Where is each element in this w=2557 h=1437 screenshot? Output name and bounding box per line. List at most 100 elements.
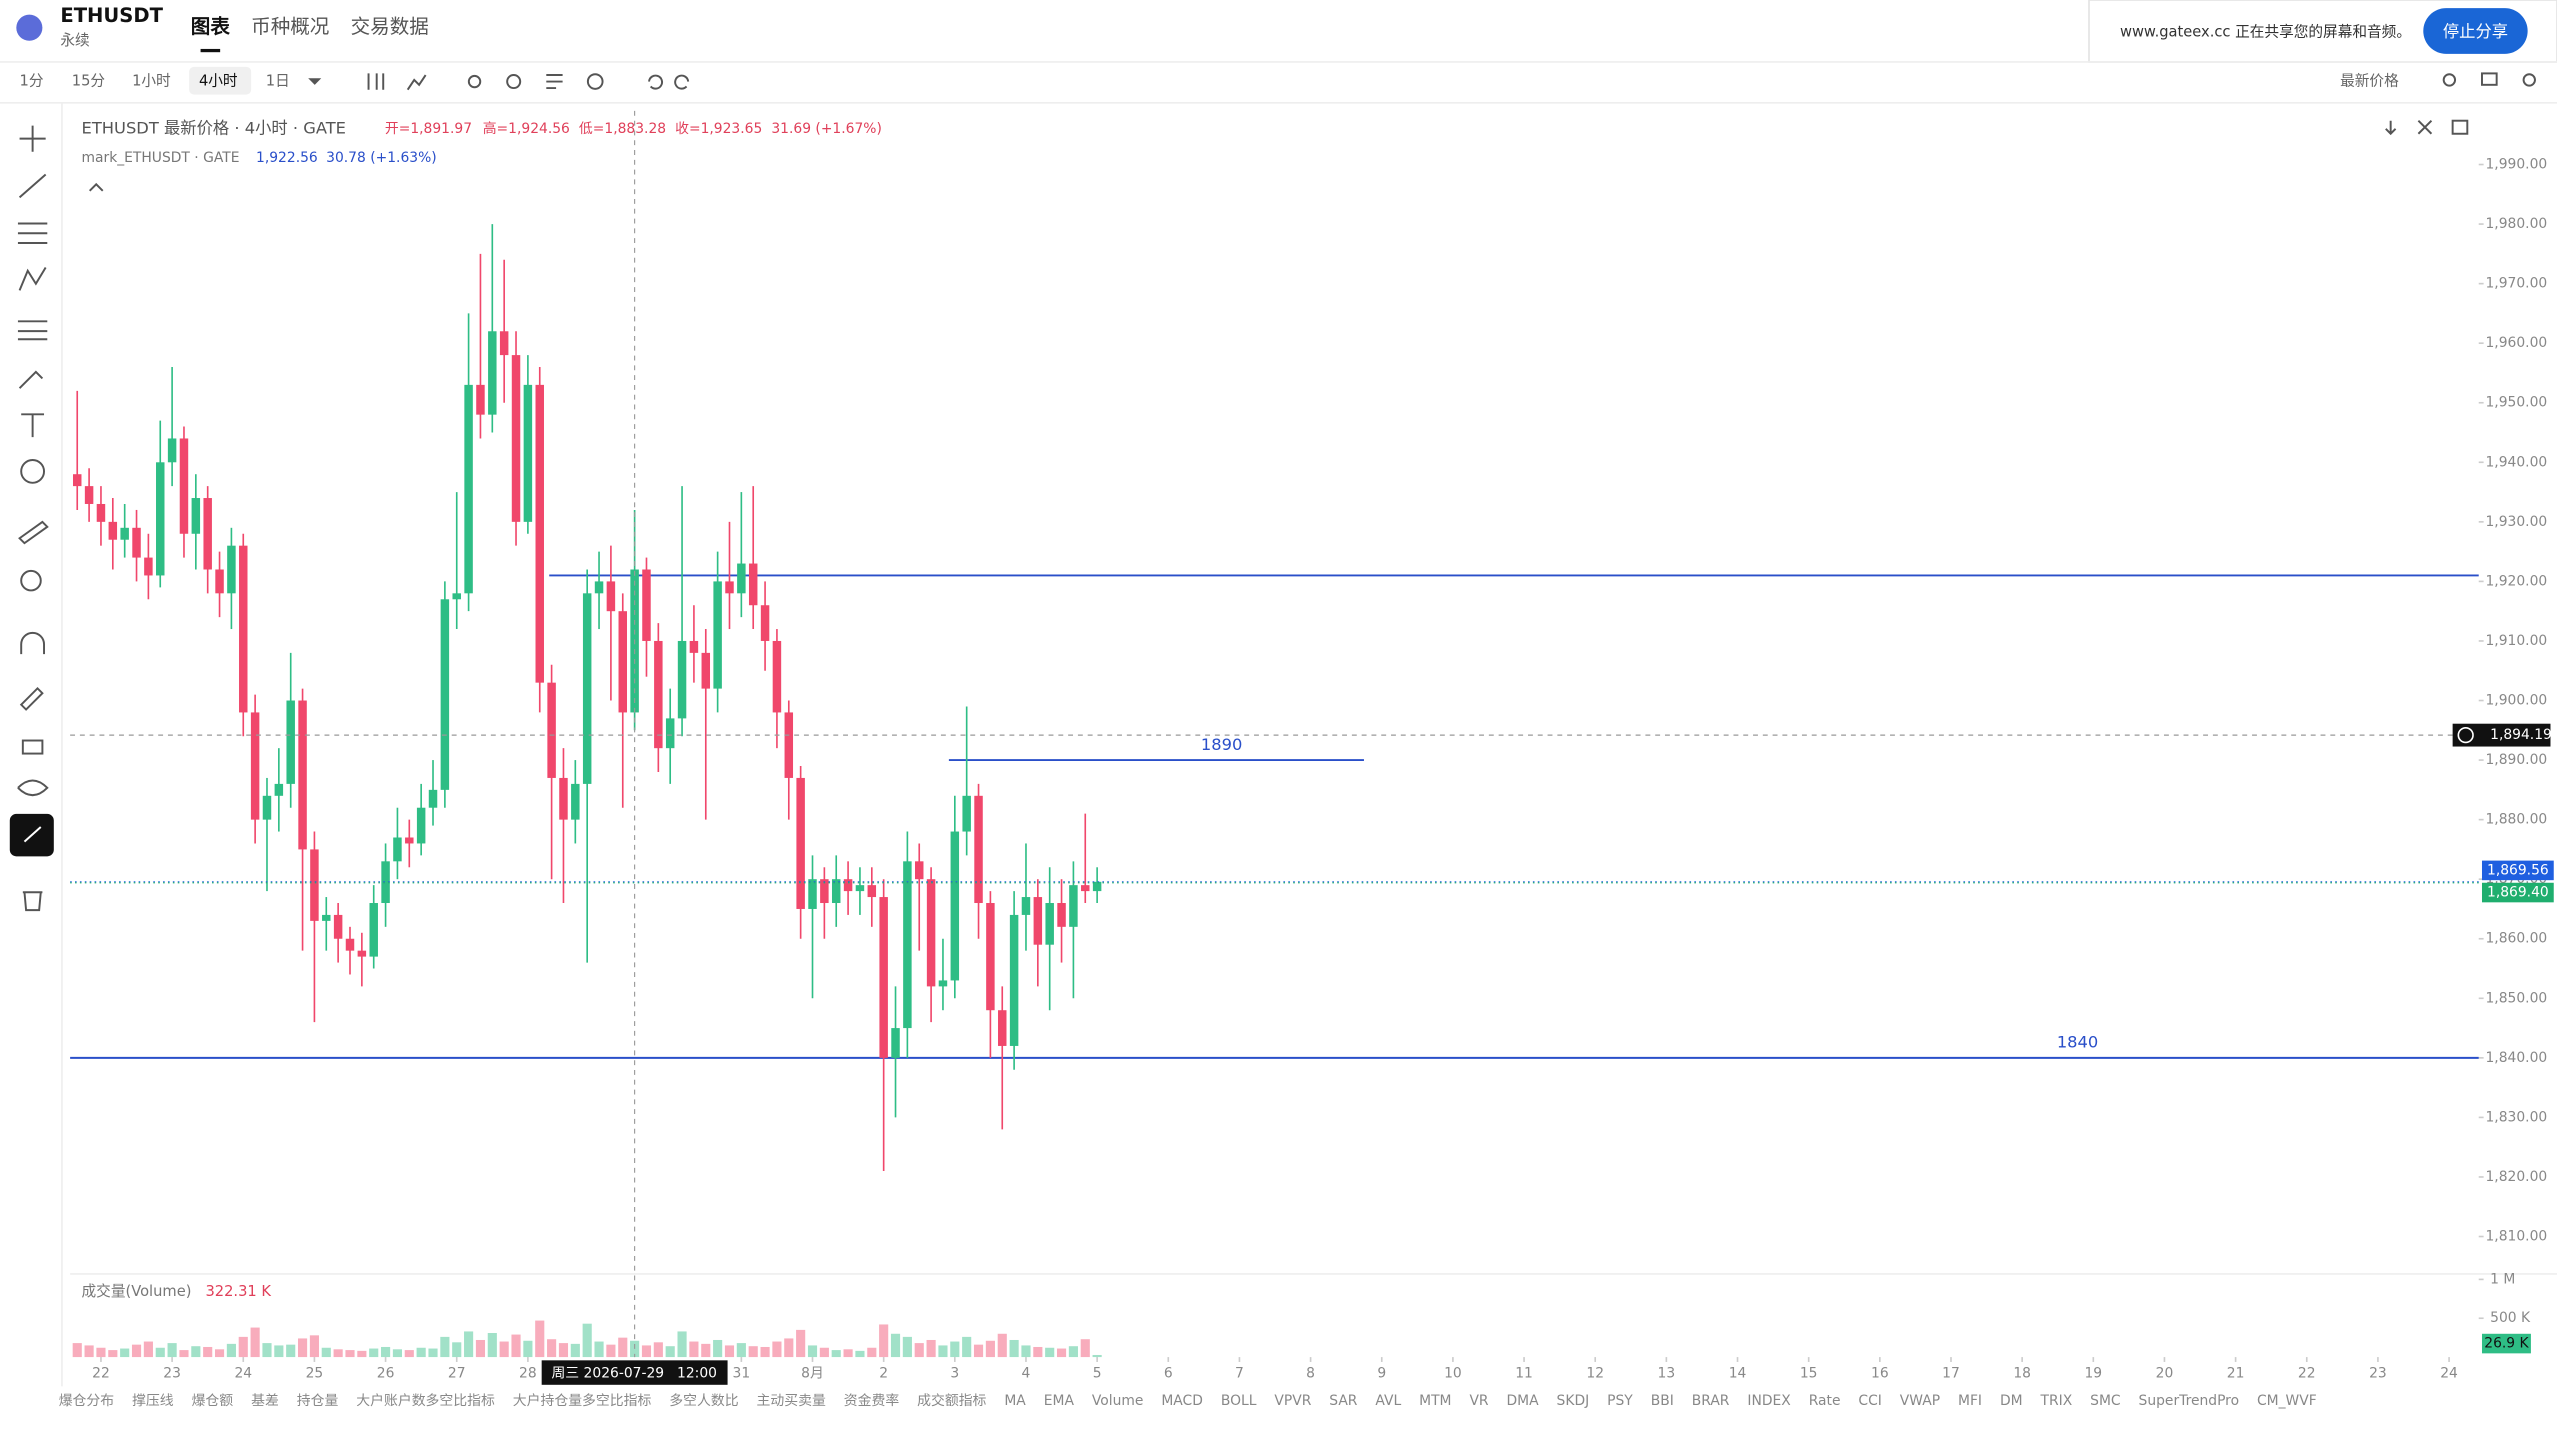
indicator[interactable]: VPVR — [1274, 1393, 1311, 1409]
dropdown[interactable] — [308, 78, 322, 85]
tab[interactable]: 交易数据 — [351, 15, 429, 38]
volume-bar — [724, 1345, 735, 1358]
symbol[interactable]: ETHUSDT — [60, 4, 163, 27]
indicator[interactable]: 爆仓额 — [192, 1393, 234, 1409]
line-label: 1840 — [2057, 1033, 2098, 1052]
indicator[interactable]: PSY — [1607, 1393, 1633, 1409]
indicator[interactable]: INDEX — [1747, 1393, 1791, 1409]
x-tick-label: 22 — [2298, 1365, 2316, 1381]
volume-bar — [855, 1350, 865, 1358]
volume-value: 322.31 K — [205, 1283, 271, 1300]
y-tick-label: 1,890.00 — [2486, 752, 2548, 768]
indicator[interactable]: DMA — [1507, 1393, 1540, 1409]
indicator[interactable]: BBI — [1651, 1393, 1674, 1409]
indicator[interactable]: 持仓量 — [297, 1393, 339, 1409]
volume-bar — [143, 1341, 153, 1358]
indicator[interactable]: BRAR — [1692, 1393, 1730, 1409]
indicator[interactable]: 基差 — [251, 1392, 279, 1409]
indicator[interactable]: CM_WVF — [2257, 1393, 2317, 1409]
volume-bar — [452, 1342, 462, 1358]
y-tick-label: 1,810.00 — [2486, 1229, 2548, 1245]
volume-bar — [997, 1333, 1007, 1358]
x-tick-label: 16 — [1871, 1365, 1889, 1381]
candle-body — [1057, 903, 1066, 927]
volume-bar — [1021, 1345, 1031, 1358]
candle-body — [72, 474, 82, 487]
interval[interactable]: 1分 — [20, 73, 44, 90]
candle-body — [867, 885, 877, 898]
candle-body — [1081, 885, 1090, 892]
volume-bar — [155, 1347, 165, 1358]
indicator[interactable]: VR — [1469, 1393, 1488, 1409]
indicator[interactable]: SAR — [1329, 1393, 1358, 1409]
candle-body — [594, 581, 604, 594]
indicator[interactable]: 大户持仓量多空比指标 — [513, 1392, 652, 1409]
indicator[interactable]: Rate — [1809, 1393, 1841, 1409]
candle-body — [808, 879, 817, 909]
stop-share-button[interactable] — [2423, 8, 2528, 54]
indicator[interactable]: SMC — [2090, 1393, 2120, 1409]
indicator[interactable]: SuperTrendPro — [2139, 1393, 2240, 1409]
x-tick-label: 31 — [733, 1365, 751, 1381]
indicator[interactable]: SKDJ — [1557, 1393, 1590, 1409]
volume-bar — [96, 1347, 106, 1358]
interval[interactable]: 1日 — [266, 73, 290, 90]
indicator[interactable]: CCI — [1858, 1393, 1881, 1409]
volume-bar — [902, 1336, 912, 1358]
volume-bar — [499, 1341, 509, 1358]
indicator[interactable]: MFI — [1958, 1393, 1982, 1409]
volume-bar — [333, 1349, 343, 1358]
x-tick-label: 13 — [1658, 1365, 1676, 1381]
candle-body — [215, 569, 224, 594]
candle-body — [488, 331, 497, 415]
candle-body — [713, 581, 722, 689]
stop-share-label[interactable]: 停止分享 — [2443, 22, 2508, 41]
volume-bar — [570, 1343, 580, 1358]
indicator[interactable]: 大户账户数多空比指标 — [356, 1392, 495, 1409]
tab[interactable]: 图表 — [191, 15, 231, 38]
candle-body — [96, 503, 106, 522]
volume-bar — [950, 1341, 960, 1358]
candle-body — [286, 700, 295, 784]
indicator[interactable]: 撑压线 — [132, 1393, 174, 1409]
indicator[interactable]: 主动买卖量 — [757, 1393, 826, 1409]
indicator[interactable]: MACD — [1161, 1393, 1203, 1409]
indicator[interactable]: Volume — [1092, 1393, 1144, 1409]
y-tick-label: 1,970.00 — [2486, 276, 2548, 292]
indicator[interactable]: 爆仓分布 — [59, 1393, 115, 1409]
indicator[interactable]: 资金费率 — [844, 1392, 900, 1409]
candle-body — [298, 700, 307, 850]
interval[interactable]: 15分 — [72, 73, 106, 90]
indicator[interactable]: BOLL — [1221, 1393, 1257, 1409]
indicator[interactable]: DM — [2000, 1393, 2023, 1409]
indicator[interactable]: MA — [1004, 1393, 1026, 1409]
indicator[interactable]: TRIX — [2040, 1393, 2073, 1409]
interval[interactable]: 1小时 — [132, 73, 171, 90]
interval[interactable]: 4小时 — [199, 73, 238, 90]
volume-bar — [321, 1347, 331, 1358]
tab[interactable]: 币种概况 — [251, 15, 329, 38]
x-tick-label: 24 — [2440, 1365, 2458, 1381]
indicator[interactable]: VWAP — [1900, 1393, 1940, 1409]
x-tick-label: 23 — [163, 1365, 181, 1381]
candle-body — [891, 1028, 900, 1058]
volume-bar — [404, 1350, 414, 1358]
drawing-tools — [9, 125, 54, 912]
indicator[interactable]: 成交额指标 — [917, 1392, 986, 1409]
price-type[interactable]: 最新价格 — [2340, 73, 2399, 90]
indicator[interactable]: EMA — [1044, 1393, 1075, 1409]
volume-bar — [369, 1348, 379, 1358]
x-tick-label: 17 — [1942, 1365, 1960, 1381]
volume-bar — [784, 1338, 794, 1358]
candle-body — [476, 384, 485, 415]
indicator-bar: 爆仓分布 撑压线 爆仓额 基差 持仓量 大户账户数多空比指标 大户持仓量多空比指标 多空人数比… — [59, 1392, 2317, 1409]
indicator[interactable]: AVL — [1375, 1393, 1401, 1409]
volume-bar — [345, 1350, 355, 1358]
indicator[interactable]: 多空人数比 — [669, 1392, 738, 1409]
volume-tick-label: 500 K — [2490, 1310, 2531, 1326]
candle-body — [950, 831, 960, 981]
x-tick-label: 27 — [448, 1365, 466, 1381]
indicator[interactable]: MTM — [1419, 1393, 1451, 1409]
volume-bar — [926, 1339, 936, 1358]
